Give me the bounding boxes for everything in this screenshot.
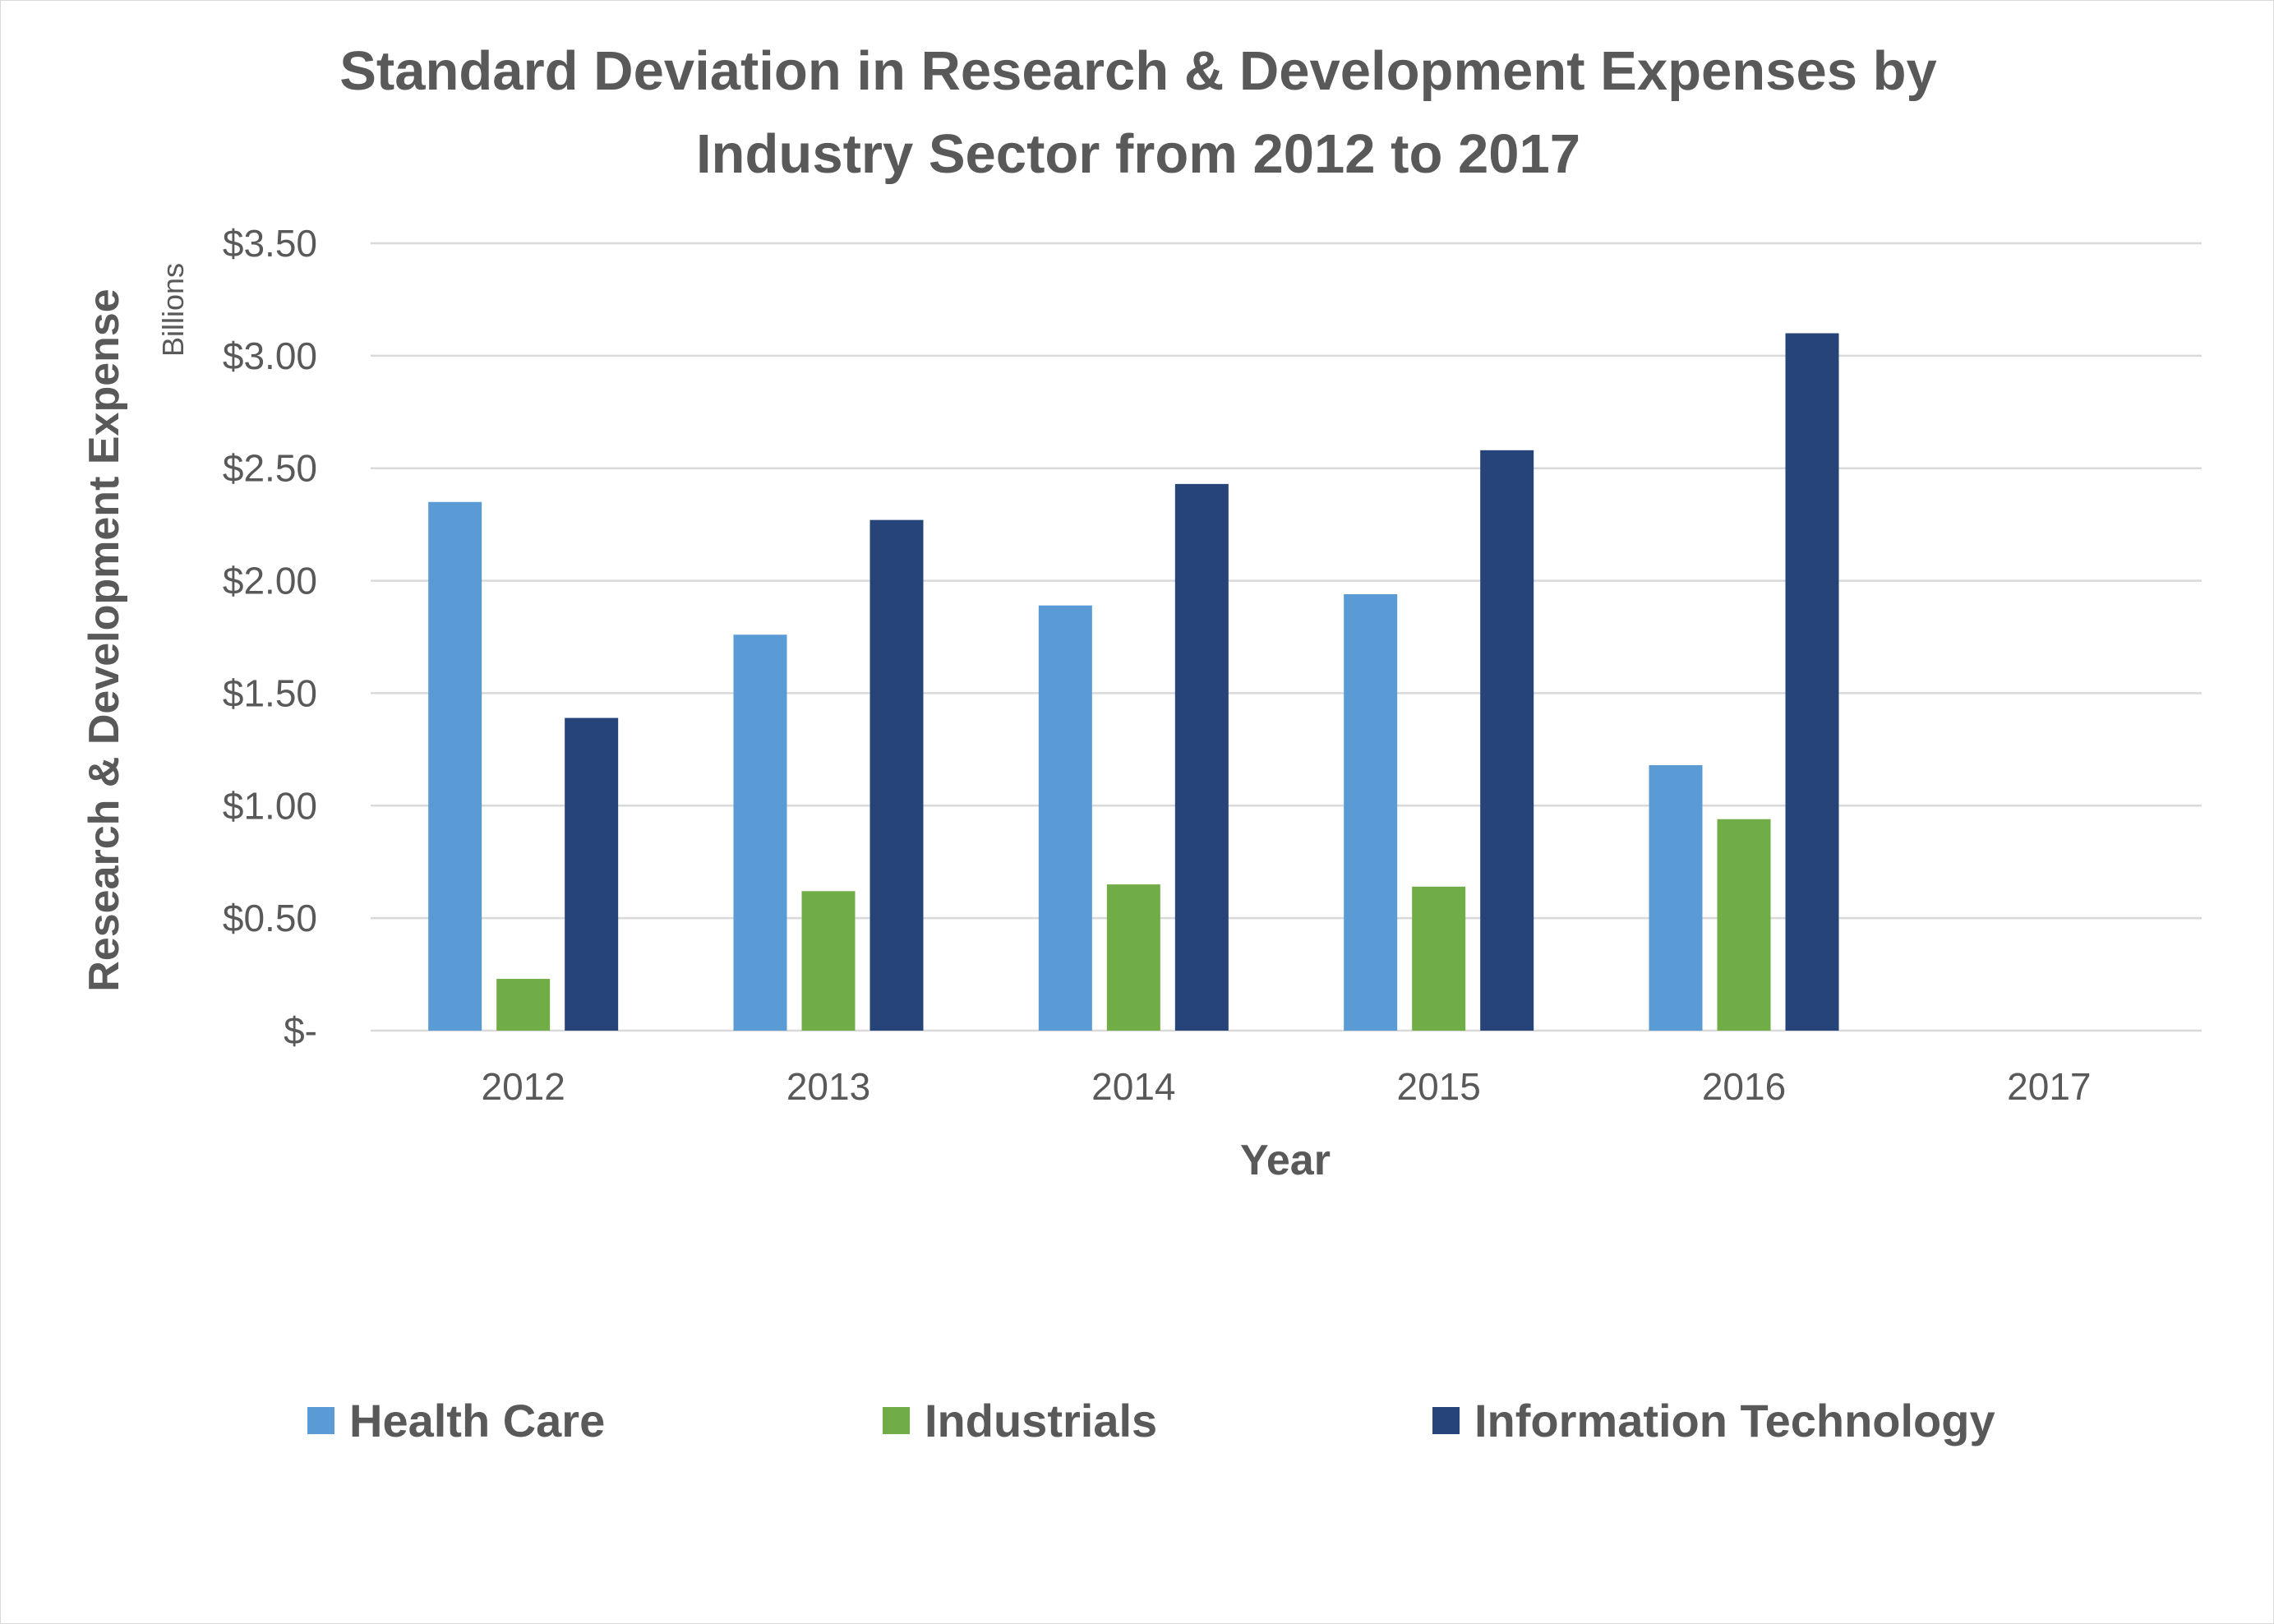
y-axis-ticks: $- $0.50 $1.00 $1.50 $2.00 $2.50 $3.00 $3.50	[223, 222, 317, 1052]
y-tick-label: $1.00	[223, 784, 317, 827]
y-axis-units-label: Billions	[156, 263, 190, 357]
y-tick-label: $-	[284, 1009, 317, 1052]
bar-health-care-2015	[1344, 593, 1398, 1031]
bar-industrials-2015	[1412, 886, 1466, 1031]
legend-swatch-health-care	[307, 1407, 334, 1434]
y-tick-label: $3.00	[223, 334, 317, 377]
x-tick-label: 2014	[1091, 1065, 1175, 1108]
x-tick-label: 2015	[1396, 1065, 1480, 1108]
x-tick-label: 2017	[2007, 1065, 2091, 1108]
legend-label-information-technology: Information Technology	[1474, 1395, 1995, 1446]
bar-industrials-2016	[1717, 819, 1771, 1031]
y-tick-label: $3.50	[223, 222, 317, 265]
bar-health-care-2016	[1649, 765, 1703, 1031]
x-axis-ticks: 2012 2013 2014 2015 2016 2017	[481, 1065, 2091, 1108]
bar-information-technology-2015	[1480, 450, 1534, 1031]
y-tick-label: $0.50	[223, 897, 317, 939]
x-tick-label: 2013	[786, 1065, 870, 1108]
bar-health-care-2014	[1038, 605, 1092, 1031]
bars	[428, 333, 1839, 1031]
legend-label-health-care: Health Care	[349, 1395, 605, 1446]
bar-information-technology-2016	[1785, 333, 1839, 1031]
bar-information-technology-2012	[565, 717, 619, 1031]
bar-industrials-2014	[1106, 884, 1160, 1031]
x-axis-title: Year	[1240, 1137, 1331, 1184]
y-tick-label: $1.50	[223, 671, 317, 714]
y-tick-label: $2.00	[223, 560, 317, 602]
bar-information-technology-2013	[869, 519, 924, 1031]
legend-swatch-information-technology	[1432, 1407, 1460, 1434]
chart-title-line-1: Standard Deviation in Research & Develop…	[339, 40, 1937, 102]
legend: Health Care Industrials Information Techno…	[307, 1395, 1995, 1446]
bar-industrials-2012	[496, 979, 551, 1031]
bar-industrials-2013	[801, 891, 856, 1031]
y-tick-label: $2.50	[223, 447, 317, 490]
chart-title-line-2: Industry Sector from 2012 to 2017	[695, 123, 1581, 185]
x-tick-label: 2012	[481, 1065, 565, 1108]
legend-swatch-industrials	[883, 1407, 910, 1434]
gridlines	[371, 242, 2202, 1032]
bar-health-care-2013	[733, 634, 787, 1031]
bar-information-technology-2014	[1174, 483, 1229, 1031]
x-tick-label: 2016	[1702, 1065, 1786, 1108]
bar-health-care-2012	[428, 501, 482, 1031]
y-axis-title: Research & Development Expense	[81, 288, 128, 991]
legend-label-industrials: Industrials	[925, 1395, 1157, 1446]
